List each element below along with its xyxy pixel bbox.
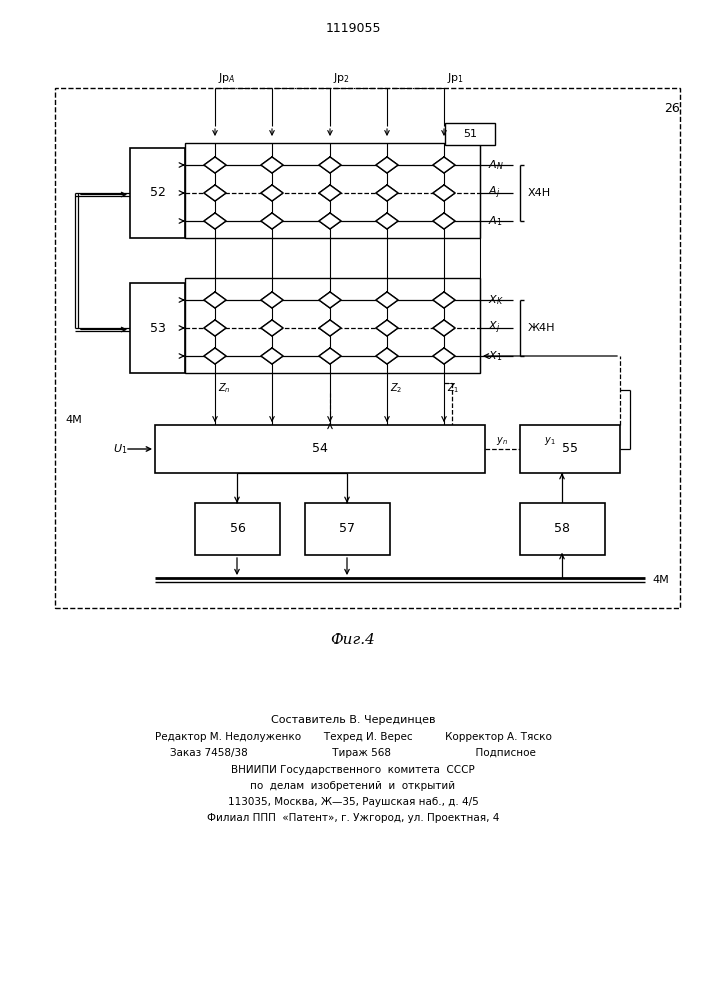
Text: $X_j$: $X_j$ <box>488 320 501 336</box>
Text: Ж4H: Ж4H <box>528 323 556 333</box>
Polygon shape <box>261 213 283 229</box>
Polygon shape <box>376 348 398 364</box>
Polygon shape <box>319 292 341 308</box>
Polygon shape <box>261 185 283 201</box>
Polygon shape <box>433 185 455 201</box>
Text: $Z_1$: $Z_1$ <box>447 381 460 395</box>
Text: $U_1$: $U_1$ <box>113 442 127 456</box>
Text: 4М: 4М <box>65 415 82 425</box>
Bar <box>155 425 485 473</box>
Bar <box>130 283 185 373</box>
Text: Jp$_1$: Jp$_1$ <box>447 71 464 85</box>
Text: ВНИИПИ Государственного  комитета  СССР: ВНИИПИ Государственного комитета СССР <box>231 765 475 775</box>
Text: Фиг.4: Фиг.4 <box>331 633 375 647</box>
Text: 53: 53 <box>150 322 165 334</box>
Polygon shape <box>319 213 341 229</box>
Polygon shape <box>376 213 398 229</box>
Polygon shape <box>433 348 455 364</box>
Polygon shape <box>319 320 341 336</box>
Bar <box>520 425 620 473</box>
Polygon shape <box>261 320 283 336</box>
Text: $Z_2$: $Z_2$ <box>390 381 402 395</box>
Text: 54: 54 <box>312 442 328 456</box>
Polygon shape <box>204 157 226 173</box>
Text: 51: 51 <box>463 129 477 139</box>
Text: $Z_n$: $Z_n$ <box>218 381 230 395</box>
Text: Jp$_A$: Jp$_A$ <box>218 71 235 85</box>
Text: 57: 57 <box>339 522 356 536</box>
Bar <box>185 143 480 238</box>
Text: $A_1$: $A_1$ <box>488 214 503 228</box>
Polygon shape <box>433 213 455 229</box>
Bar <box>130 148 185 238</box>
Polygon shape <box>376 320 398 336</box>
Text: по  делам  изобретений  и  открытий: по делам изобретений и открытий <box>250 781 455 791</box>
Bar <box>445 123 495 145</box>
Text: 52: 52 <box>150 186 165 200</box>
Polygon shape <box>433 157 455 173</box>
Bar <box>305 503 390 555</box>
Text: 113035, Москва, Ж—35, Раушская наб., д. 4/5: 113035, Москва, Ж—35, Раушская наб., д. … <box>228 797 479 807</box>
Text: $y_n$: $y_n$ <box>496 435 508 447</box>
Polygon shape <box>204 185 226 201</box>
Text: $y_1$: $y_1$ <box>544 435 556 447</box>
Polygon shape <box>376 157 398 173</box>
Polygon shape <box>261 348 283 364</box>
Polygon shape <box>319 185 341 201</box>
Polygon shape <box>319 348 341 364</box>
Text: $A_j$: $A_j$ <box>488 185 501 201</box>
Text: $A_N$: $A_N$ <box>488 158 504 172</box>
Text: 4М: 4М <box>652 575 669 585</box>
Text: X4H: X4H <box>528 188 551 198</box>
Text: Составитель В. Черединцев: Составитель В. Черединцев <box>271 715 436 725</box>
Text: $X_K$: $X_K$ <box>488 293 503 307</box>
Polygon shape <box>261 292 283 308</box>
Text: Филиал ППП  «Патент», г. Ужгород, ул. Проектная, 4: Филиал ППП «Патент», г. Ужгород, ул. Про… <box>207 813 499 823</box>
Polygon shape <box>204 292 226 308</box>
Bar <box>520 503 605 555</box>
Text: Редактор М. Недолуженко       Техред И. Верес          Корректор А. Тяско: Редактор М. Недолуженко Техред И. Верес … <box>155 732 551 742</box>
Text: 56: 56 <box>230 522 245 536</box>
Text: Jp$_2$: Jp$_2$ <box>333 71 350 85</box>
Text: 26: 26 <box>664 102 680 114</box>
Text: $X_1$: $X_1$ <box>488 349 503 363</box>
Polygon shape <box>204 348 226 364</box>
Bar <box>55 88 680 608</box>
Polygon shape <box>261 157 283 173</box>
Polygon shape <box>204 320 226 336</box>
Text: Заказ 7458/38                          Тираж 568                          Подпис: Заказ 7458/38 Тираж 568 Подпис <box>170 748 536 758</box>
Polygon shape <box>319 157 341 173</box>
Polygon shape <box>204 213 226 229</box>
Text: 1119055: 1119055 <box>325 21 381 34</box>
Polygon shape <box>433 292 455 308</box>
Text: 55: 55 <box>562 442 578 456</box>
Polygon shape <box>376 185 398 201</box>
Bar <box>195 503 280 555</box>
Polygon shape <box>376 292 398 308</box>
Text: 58: 58 <box>554 522 571 536</box>
Polygon shape <box>433 320 455 336</box>
Bar <box>185 278 480 373</box>
